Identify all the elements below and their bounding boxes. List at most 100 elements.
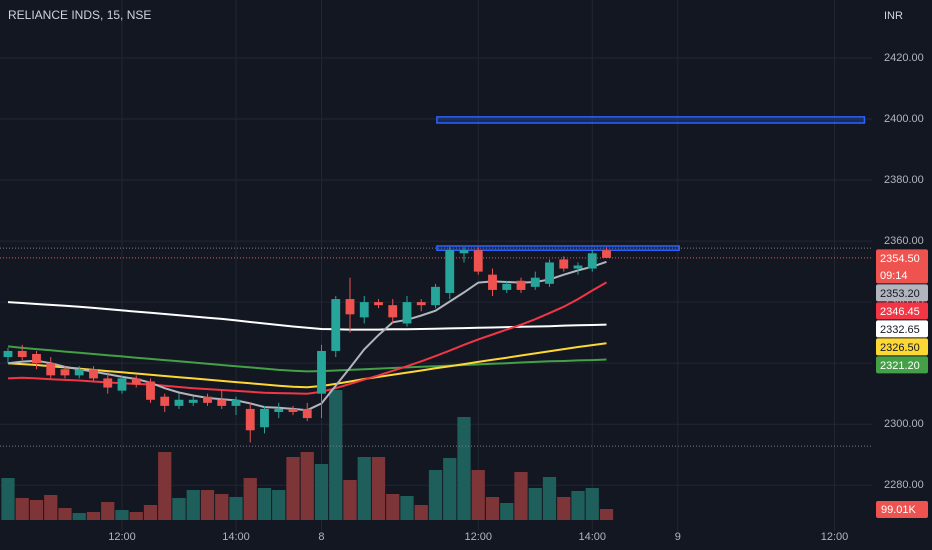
volume-bar — [229, 497, 243, 520]
candle-body — [160, 396, 170, 406]
volume-bar — [86, 512, 101, 520]
price-label: 2354.50 — [880, 253, 920, 265]
x-tick-label: 14:00 — [222, 531, 250, 543]
volume-bar — [343, 480, 357, 520]
candle-body — [388, 305, 398, 318]
volume-bar — [29, 500, 44, 520]
candle-body — [17, 350, 27, 358]
volume-bar — [414, 505, 428, 520]
candle-body — [274, 408, 284, 412]
candle-body — [46, 363, 56, 376]
volume-bar — [371, 457, 386, 520]
price-label-box — [876, 284, 928, 302]
x-tick-label: 12:00 — [108, 531, 136, 543]
candle-body — [516, 280, 526, 290]
grid-layer — [0, 0, 872, 531]
volume-bar — [457, 417, 471, 520]
candle-body — [374, 302, 383, 306]
volume-bar — [514, 472, 528, 520]
candle-body — [488, 274, 497, 290]
zone-box — [436, 245, 680, 251]
candle-body — [89, 369, 98, 379]
candle-body — [559, 259, 569, 269]
candle-body — [188, 399, 198, 403]
candle-body — [459, 250, 469, 254]
price-label-box — [876, 320, 928, 338]
candle-body — [416, 302, 426, 306]
volume-bar — [428, 470, 443, 520]
x-tick-label: 14:00 — [578, 531, 606, 543]
volume-bar — [357, 457, 371, 520]
x-tick-label: 12:00 — [464, 531, 492, 543]
candle-body — [117, 378, 127, 391]
candle-body — [260, 408, 269, 428]
candle-body — [217, 399, 227, 406]
ma-line — [7, 342, 607, 389]
volume-bar — [329, 390, 343, 520]
volume-bar — [15, 498, 29, 520]
candle-body — [74, 369, 84, 376]
y-tick-label: 2380.00 — [884, 174, 924, 186]
candle-body — [131, 378, 141, 385]
candle-body — [587, 253, 597, 269]
volume-bar — [129, 512, 143, 520]
volume-bar — [300, 452, 314, 520]
candle-body — [402, 302, 412, 324]
volume-bar — [542, 477, 557, 520]
volume-bar — [158, 452, 172, 520]
y-tick-label: 2360.00 — [884, 235, 924, 247]
candle-body — [473, 250, 483, 272]
candle-body — [331, 299, 341, 351]
volume-bar — [215, 494, 229, 520]
x-tick-label: 8 — [318, 531, 324, 543]
chart-title: RELIANCE INDS, 15, NSE — [8, 8, 151, 22]
volume-bar — [386, 494, 400, 520]
volume-bar — [528, 488, 542, 520]
volume-bar — [186, 490, 200, 520]
price-label: 2346.45 — [880, 306, 920, 318]
volume-bar — [471, 470, 485, 520]
volume-bar — [200, 490, 215, 520]
volume-bar — [115, 510, 129, 520]
candle-body — [317, 350, 326, 394]
price-label: 2326.50 — [880, 342, 920, 354]
candle-body — [288, 408, 298, 412]
x-tick-label: 9 — [675, 531, 681, 543]
x-tick-label: 12:00 — [821, 531, 849, 543]
price-label-box — [876, 249, 928, 284]
volume-bar — [272, 490, 286, 520]
price-label: 2332.65 — [880, 324, 920, 336]
volume-label-box — [876, 500, 928, 518]
price-label: 09:14 — [880, 270, 908, 282]
volume-label: 99.01K — [881, 504, 917, 516]
candle-body — [174, 399, 184, 406]
volume-bar — [243, 478, 257, 520]
volume-bar — [72, 513, 86, 520]
price-label: 2353.20 — [880, 288, 920, 300]
price-layer — [0, 116, 872, 447]
price-label-box — [876, 302, 928, 320]
volume-bar — [599, 508, 614, 520]
volume-bar — [585, 488, 599, 520]
volume-bar — [172, 498, 186, 520]
candle-body — [245, 408, 255, 431]
volume-bar — [500, 503, 514, 520]
volume-bar — [571, 491, 585, 520]
ma-line — [7, 301, 607, 331]
volume-bar — [101, 502, 115, 520]
candle-body — [530, 277, 540, 287]
volume-bar — [400, 496, 414, 520]
volume-bar — [485, 497, 500, 520]
price-label-box — [876, 356, 928, 374]
candle-body — [203, 396, 212, 403]
volume-bar — [257, 488, 272, 520]
volume-bar — [143, 505, 158, 520]
y-tick-label: 2300.00 — [884, 418, 924, 430]
candle-body — [502, 283, 512, 290]
candle-body — [545, 262, 554, 284]
volume-bar — [443, 458, 457, 520]
price-label: 2321.20 — [880, 360, 920, 372]
volume-bar — [557, 497, 571, 520]
